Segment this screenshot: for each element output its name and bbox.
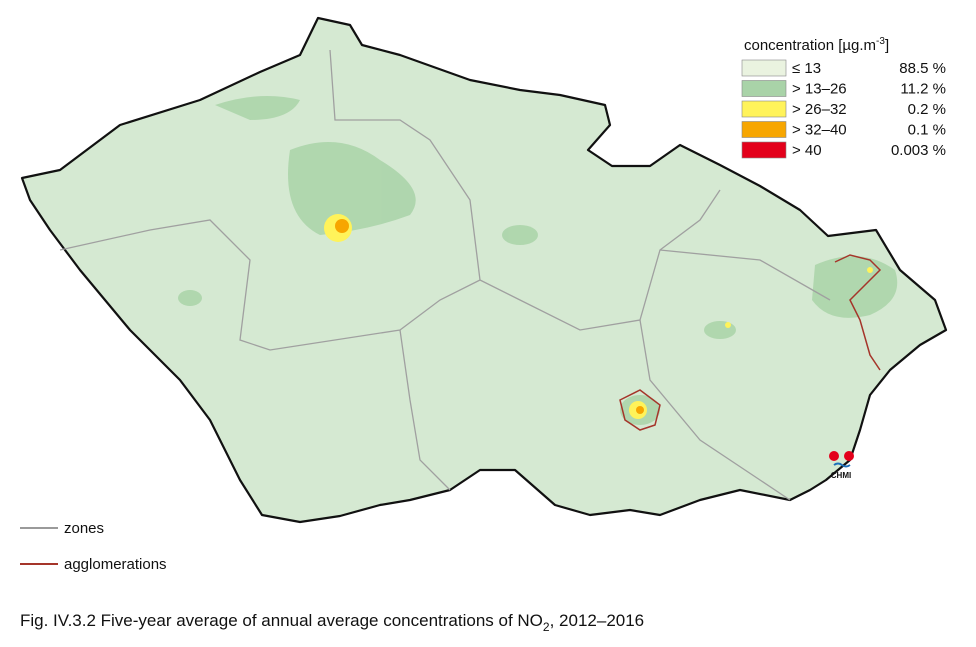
legend-swatch — [741, 80, 787, 97]
legend-swatch — [741, 59, 787, 77]
caption: Fig. IV.3.2 Five-year average of annual … — [20, 611, 644, 634]
logo-text: CHMI — [831, 471, 851, 480]
boundary-label: zones — [64, 520, 104, 537]
caption-sub: 2 — [543, 620, 550, 634]
legend-label: > 13–26 — [792, 81, 847, 98]
legend-share: 0.2 % — [908, 101, 946, 118]
legend-share: 11.2 % — [900, 81, 946, 98]
legend-share: 88.5 % — [899, 60, 946, 77]
caption-text: Fig. IV.3.2 Five-year average of annual … — [20, 611, 543, 630]
boundary-legend: zones agglomerations — [20, 520, 167, 573]
agglomeration-lines — [619, 254, 882, 431]
legend-title-sup: -3 — [876, 36, 885, 47]
legend-share: 0.1 % — [908, 122, 946, 139]
legend-label: > 32–40 — [792, 122, 847, 139]
legend: ≤ 13 88.5 % > 13–26 11.2 % > 26–32 0.2 % > 32–… — [741, 59, 946, 159]
country-shape — [20, 16, 948, 524]
legend-label: > 26–32 — [792, 101, 847, 118]
legend-title-text: concentration [µg.m — [744, 37, 876, 54]
hotspots — [324, 214, 873, 419]
legend-swatch — [741, 141, 787, 159]
legend-title-end: ] — [885, 37, 889, 54]
legend-share: 0.003 % — [891, 142, 946, 159]
country-map: CHMI — [20, 16, 948, 524]
legend-swatch — [741, 121, 787, 138]
legend-label: > 40 — [792, 142, 822, 159]
legend-title: concentration [µg.m-3] — [744, 36, 889, 54]
legend-swatch — [741, 100, 787, 118]
zone-lines — [59, 49, 831, 501]
caption-end: , 2012–2016 — [550, 611, 645, 630]
legend-label: ≤ 13 — [792, 60, 821, 77]
boundary-label: agglomerations — [64, 556, 167, 573]
logo: CHMI — [829, 451, 854, 480]
